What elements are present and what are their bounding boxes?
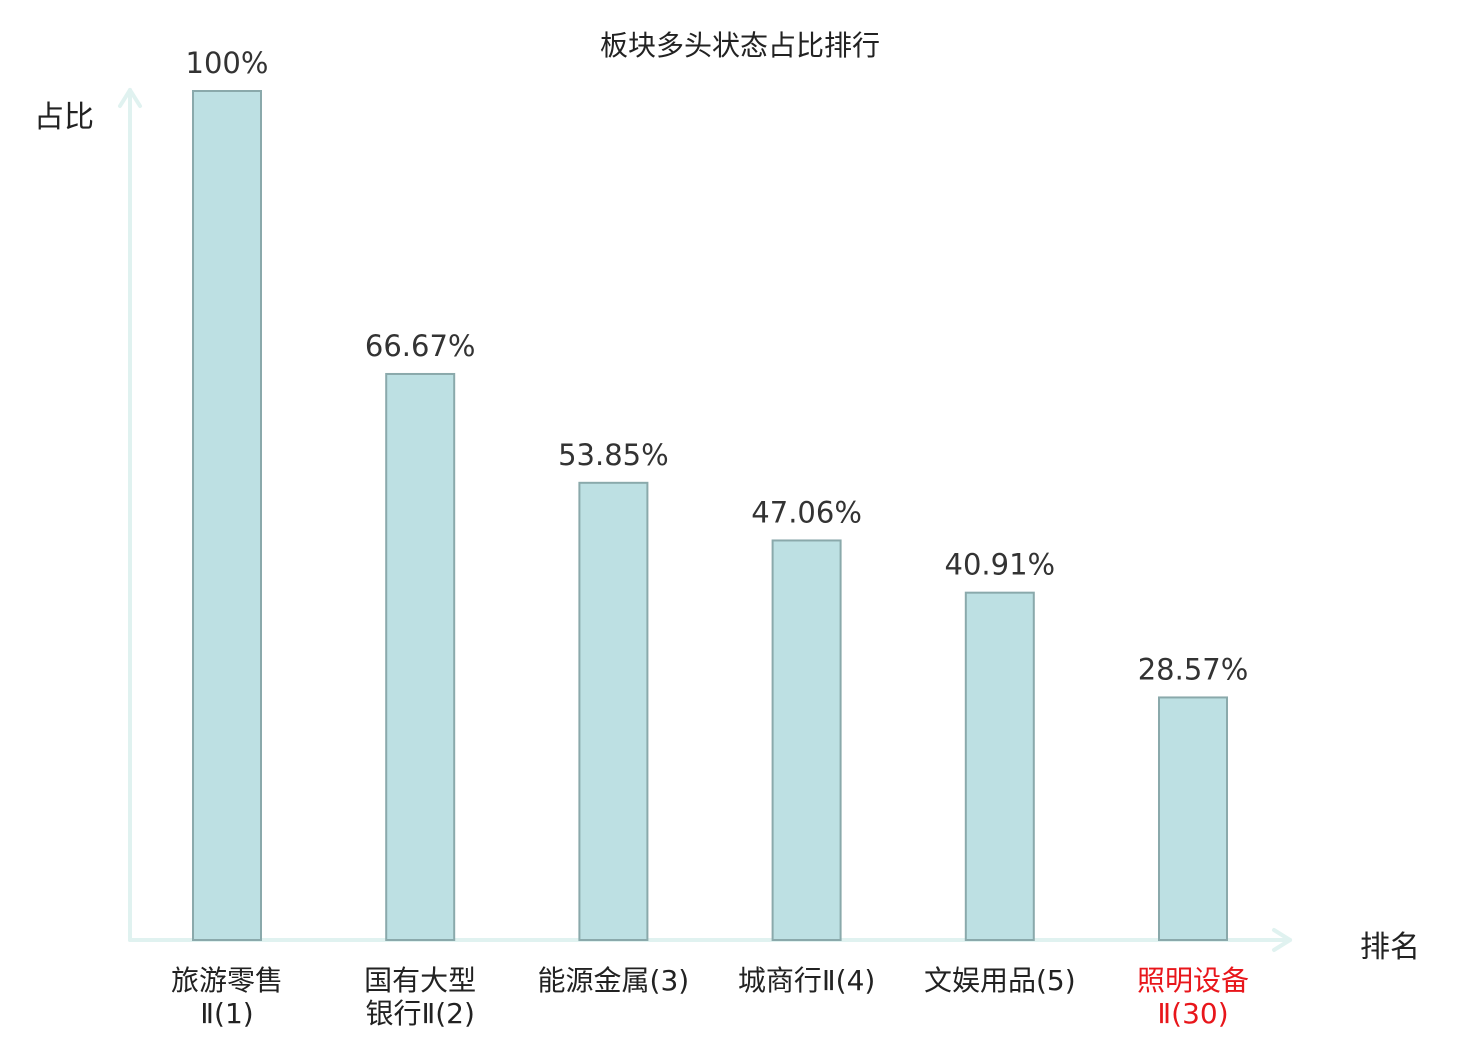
x-tick-label-line: 能源金属(3): [537, 964, 690, 997]
y-axis-arrow: [128, 88, 142, 108]
x-tick-label-line: 照明设备: [1136, 964, 1249, 997]
x-tick-label: 国有大型 银行Ⅱ(2): [340, 964, 500, 1030]
axes: [118, 88, 1292, 952]
x-tick-label: 能源金属(3): [533, 964, 693, 997]
data-label: 100%: [186, 46, 269, 80]
bar: [385, 372, 456, 942]
data-label: 47.06%: [751, 495, 862, 529]
x-axis-arrow: [1272, 938, 1292, 952]
bar: [578, 481, 649, 941]
x-tick-label: 旅游零售 Ⅱ(1): [147, 964, 307, 1030]
bar: [771, 539, 842, 941]
x-tick-label-line: 城商行Ⅱ(4): [737, 964, 876, 997]
chart-title: 板块多头状态占比排行: [599, 29, 880, 62]
y-axis-label: 占比: [34, 100, 94, 135]
x-tick-label-line: Ⅱ(30): [1157, 997, 1229, 1030]
x-tick-label: 城商行Ⅱ(4): [727, 964, 887, 997]
data-label: 66.67%: [365, 329, 476, 363]
x-tick-label: 照明设备 Ⅱ(30): [1113, 964, 1273, 1030]
y-axis-arrow: [118, 88, 132, 108]
bar: [964, 591, 1035, 941]
data-label: 40.91%: [945, 548, 1056, 582]
x-tick-label-line: 文娱用品(5): [923, 964, 1076, 997]
x-tick-label: 文娱用品(5): [920, 964, 1080, 997]
value-labels: 100% 66.67% 53.85% 47.06% 40.91% 28.57%: [186, 46, 1249, 686]
bar: [1158, 696, 1228, 941]
x-tick-label-line: 银行Ⅱ(2): [365, 997, 475, 1030]
x-tick-label-line: Ⅱ(1): [200, 997, 254, 1030]
data-label: 28.57%: [1138, 652, 1249, 686]
data-label: 53.85%: [558, 438, 669, 472]
bar: [192, 90, 262, 941]
x-axis-label: 排名: [1360, 930, 1420, 965]
x-tick-label-line: 国有大型: [364, 964, 477, 997]
x-axis-arrow: [1272, 928, 1292, 942]
bars: [192, 90, 1228, 942]
x-tick-label-line: 旅游零售: [170, 964, 283, 997]
